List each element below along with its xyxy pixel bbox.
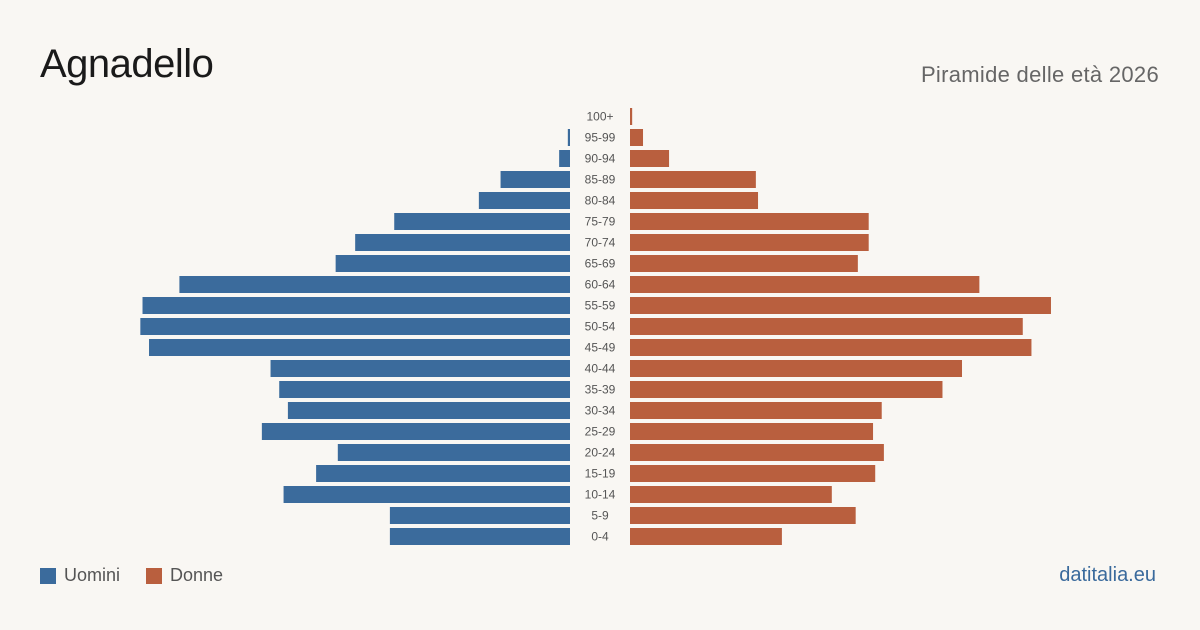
bar-women-65-69 xyxy=(630,255,858,272)
bar-men-80-84 xyxy=(478,192,570,209)
bar-men-0-4 xyxy=(389,528,570,545)
bar-women-60-64 xyxy=(630,276,980,293)
age-label-65-69: 65-69 xyxy=(585,257,616,271)
age-label-80-84: 80-84 xyxy=(585,194,616,208)
bar-men-5-9 xyxy=(389,507,570,524)
bar-women-25-29 xyxy=(630,423,874,440)
age-label-60-64: 60-64 xyxy=(585,278,616,292)
bar-men-10-14 xyxy=(283,486,570,503)
bar-women-15-19 xyxy=(630,465,876,482)
bar-women-5-9 xyxy=(630,507,856,524)
bar-men-15-19 xyxy=(316,465,570,482)
bar-men-65-69 xyxy=(335,255,570,272)
bar-women-35-39 xyxy=(630,381,943,398)
bar-men-25-29 xyxy=(261,423,570,440)
bar-women-30-34 xyxy=(630,402,882,419)
legend-swatch-men xyxy=(40,567,56,584)
legend-label-women: Donne xyxy=(170,565,224,585)
age-label-50-54: 50-54 xyxy=(585,320,616,334)
bar-women-55-59 xyxy=(630,297,1051,314)
bar-women-75-79 xyxy=(630,213,869,230)
age-label-25-29: 25-29 xyxy=(585,425,616,439)
bar-women-70-74 xyxy=(630,234,869,251)
brand-link[interactable]: datitalia.eu xyxy=(1059,564,1156,586)
age-label-30-34: 30-34 xyxy=(585,404,616,418)
bar-men-75-79 xyxy=(394,213,570,230)
chart-subtitle: Piramide delle età 2026 xyxy=(920,62,1159,87)
age-label-10-14: 10-14 xyxy=(585,488,616,502)
bar-men-20-24 xyxy=(337,444,570,461)
bar-men-85-89 xyxy=(500,171,570,188)
bar-women-95-99 xyxy=(630,129,644,146)
age-label-35-39: 35-39 xyxy=(585,383,616,397)
age-label-55-59: 55-59 xyxy=(585,299,616,313)
bar-women-20-24 xyxy=(630,444,884,461)
age-label-95-99: 95-99 xyxy=(585,131,616,145)
bar-men-35-39 xyxy=(279,381,570,398)
bar-men-95-99 xyxy=(567,129,570,146)
bar-women-100+ xyxy=(630,108,633,125)
bar-women-90-94 xyxy=(630,150,670,167)
age-label-85-89: 85-89 xyxy=(585,173,616,187)
age-label-0-4: 0-4 xyxy=(591,530,609,544)
bar-men-45-49 xyxy=(149,339,570,356)
age-label-5-9: 5-9 xyxy=(591,509,609,523)
legend-swatch-women xyxy=(146,567,163,584)
bar-women-45-49 xyxy=(630,339,1032,356)
bar-women-50-54 xyxy=(630,318,1023,335)
bar-men-90-94 xyxy=(559,150,570,167)
bar-women-0-4 xyxy=(630,528,782,545)
age-label-45-49: 45-49 xyxy=(585,341,616,355)
age-label-15-19: 15-19 xyxy=(585,467,616,481)
legend-item-men: Uomini xyxy=(40,565,120,586)
age-label-100+: 100+ xyxy=(586,110,613,124)
bar-men-30-34 xyxy=(287,402,570,419)
age-label-40-44: 40-44 xyxy=(585,362,616,376)
page-title: Agnadello xyxy=(40,42,214,86)
bar-women-85-89 xyxy=(630,171,756,188)
age-label-20-24: 20-24 xyxy=(585,446,616,460)
age-label-70-74: 70-74 xyxy=(585,236,616,250)
legend-item-women: Donne xyxy=(146,565,223,586)
age-label-90-94: 90-94 xyxy=(585,152,616,166)
bar-women-10-14 xyxy=(630,486,832,503)
legend-label-men: Uomini xyxy=(64,565,121,585)
age-label-75-79: 75-79 xyxy=(585,215,616,229)
bar-men-55-59 xyxy=(142,297,570,314)
bar-men-50-54 xyxy=(140,318,570,335)
bar-men-60-64 xyxy=(179,276,570,293)
bar-men-70-74 xyxy=(355,234,570,251)
bar-men-40-44 xyxy=(270,360,570,377)
legend: Uomini Donne xyxy=(40,565,249,586)
bar-women-40-44 xyxy=(630,360,963,377)
bar-women-80-84 xyxy=(630,192,759,209)
